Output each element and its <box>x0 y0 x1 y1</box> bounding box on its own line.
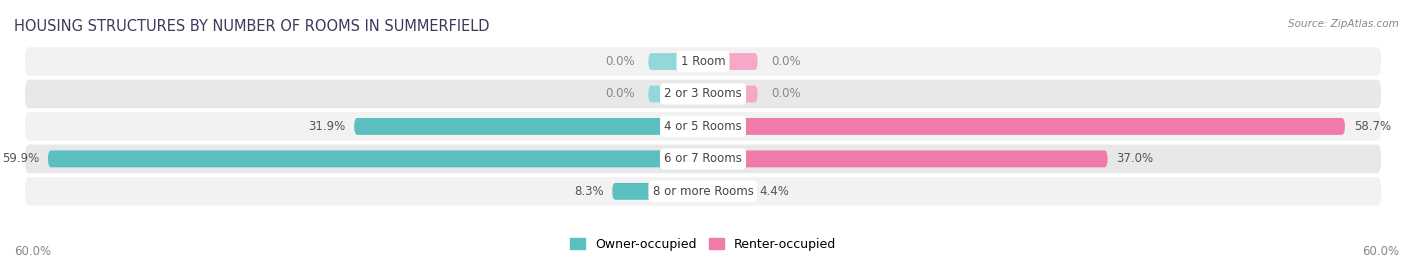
FancyBboxPatch shape <box>648 53 703 70</box>
Legend: Owner-occupied, Renter-occupied: Owner-occupied, Renter-occupied <box>565 233 841 256</box>
Text: 1 Room: 1 Room <box>681 55 725 68</box>
Text: HOUSING STRUCTURES BY NUMBER OF ROOMS IN SUMMERFIELD: HOUSING STRUCTURES BY NUMBER OF ROOMS IN… <box>14 19 489 34</box>
Text: 0.0%: 0.0% <box>606 87 636 100</box>
Text: 0.0%: 0.0% <box>770 55 800 68</box>
FancyBboxPatch shape <box>703 183 758 200</box>
FancyBboxPatch shape <box>354 118 703 135</box>
FancyBboxPatch shape <box>25 145 1381 173</box>
FancyBboxPatch shape <box>25 112 1381 141</box>
FancyBboxPatch shape <box>25 47 1381 76</box>
FancyBboxPatch shape <box>612 183 703 200</box>
Text: 6 or 7 Rooms: 6 or 7 Rooms <box>664 153 742 165</box>
Text: 4 or 5 Rooms: 4 or 5 Rooms <box>664 120 742 133</box>
Text: 60.0%: 60.0% <box>14 245 51 258</box>
FancyBboxPatch shape <box>25 177 1381 206</box>
Text: 8.3%: 8.3% <box>574 185 603 198</box>
Text: 60.0%: 60.0% <box>1362 245 1399 258</box>
FancyBboxPatch shape <box>25 80 1381 108</box>
FancyBboxPatch shape <box>703 53 758 70</box>
Text: 0.0%: 0.0% <box>770 87 800 100</box>
Text: 0.0%: 0.0% <box>606 55 636 68</box>
Text: 2 or 3 Rooms: 2 or 3 Rooms <box>664 87 742 100</box>
Text: 4.4%: 4.4% <box>759 185 790 198</box>
Text: 58.7%: 58.7% <box>1354 120 1391 133</box>
FancyBboxPatch shape <box>703 150 1108 167</box>
Text: 8 or more Rooms: 8 or more Rooms <box>652 185 754 198</box>
Text: Source: ZipAtlas.com: Source: ZipAtlas.com <box>1288 19 1399 29</box>
FancyBboxPatch shape <box>703 118 1346 135</box>
Text: 31.9%: 31.9% <box>308 120 346 133</box>
Text: 37.0%: 37.0% <box>1116 153 1153 165</box>
Text: 59.9%: 59.9% <box>1 153 39 165</box>
FancyBboxPatch shape <box>648 86 703 102</box>
FancyBboxPatch shape <box>48 150 703 167</box>
FancyBboxPatch shape <box>703 86 758 102</box>
